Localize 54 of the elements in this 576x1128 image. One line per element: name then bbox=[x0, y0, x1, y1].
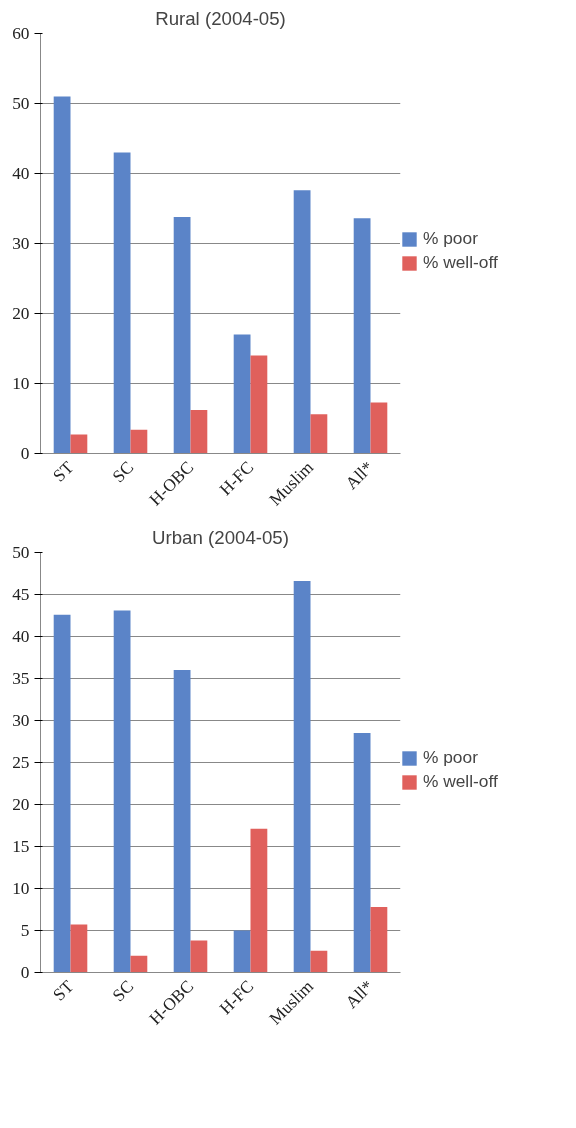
y-tick-label: 30 bbox=[12, 234, 30, 253]
bar bbox=[130, 429, 148, 454]
bar bbox=[353, 733, 371, 973]
bar bbox=[310, 950, 328, 973]
bar bbox=[310, 414, 328, 454]
y-tick-label: 25 bbox=[12, 753, 30, 772]
y-tick-label: 0 bbox=[20, 444, 30, 463]
legend-label: % well-off bbox=[423, 252, 498, 273]
bar bbox=[353, 218, 371, 454]
bar bbox=[70, 924, 88, 973]
x-tick-label: SC bbox=[108, 976, 138, 1006]
bar bbox=[190, 410, 208, 454]
bar bbox=[173, 670, 191, 973]
y-tick-label: 50 bbox=[12, 94, 30, 113]
y-tick-label: 30 bbox=[12, 711, 30, 730]
x-tick-label: All* bbox=[342, 457, 378, 493]
bar bbox=[53, 614, 71, 973]
x-tick-label: ST bbox=[49, 976, 78, 1005]
bar bbox=[233, 930, 251, 973]
bar bbox=[70, 434, 88, 454]
bar bbox=[190, 940, 208, 973]
x-tick-label: All* bbox=[342, 976, 378, 1012]
bar bbox=[250, 828, 268, 973]
bar bbox=[113, 610, 131, 973]
y-tick-label: 50 bbox=[12, 543, 30, 562]
y-tick-label: 60 bbox=[12, 24, 30, 43]
x-tick-label: ST bbox=[49, 457, 78, 486]
bar bbox=[233, 334, 251, 454]
bar bbox=[293, 190, 311, 454]
bar bbox=[113, 152, 131, 454]
bar bbox=[370, 402, 388, 454]
y-tick-label: 20 bbox=[12, 795, 30, 814]
y-tick-label: 15 bbox=[12, 837, 30, 856]
x-tick-label: SC bbox=[108, 457, 138, 487]
bar bbox=[53, 96, 71, 454]
bar bbox=[293, 581, 311, 973]
y-tick-label: 10 bbox=[12, 374, 30, 393]
legend-label: % poor bbox=[423, 228, 478, 249]
bar bbox=[370, 906, 388, 973]
bar bbox=[130, 955, 148, 973]
y-tick-label: 10 bbox=[12, 879, 30, 898]
legend-label: % well-off bbox=[423, 771, 498, 792]
bar bbox=[250, 355, 268, 454]
y-tick-label: 35 bbox=[12, 669, 30, 688]
bar bbox=[173, 216, 191, 454]
y-tick-label: 0 bbox=[20, 963, 30, 982]
legend-label: % poor bbox=[423, 747, 478, 768]
chart-title: Urban (2004-05) bbox=[152, 526, 289, 548]
y-tick-label: 40 bbox=[12, 627, 30, 646]
y-tick-label: 5 bbox=[20, 921, 30, 940]
y-tick-label: 45 bbox=[12, 585, 30, 604]
chart-title: Rural (2004-05) bbox=[155, 7, 286, 29]
y-tick-label: 20 bbox=[12, 304, 30, 323]
y-tick-label: 40 bbox=[12, 164, 30, 183]
